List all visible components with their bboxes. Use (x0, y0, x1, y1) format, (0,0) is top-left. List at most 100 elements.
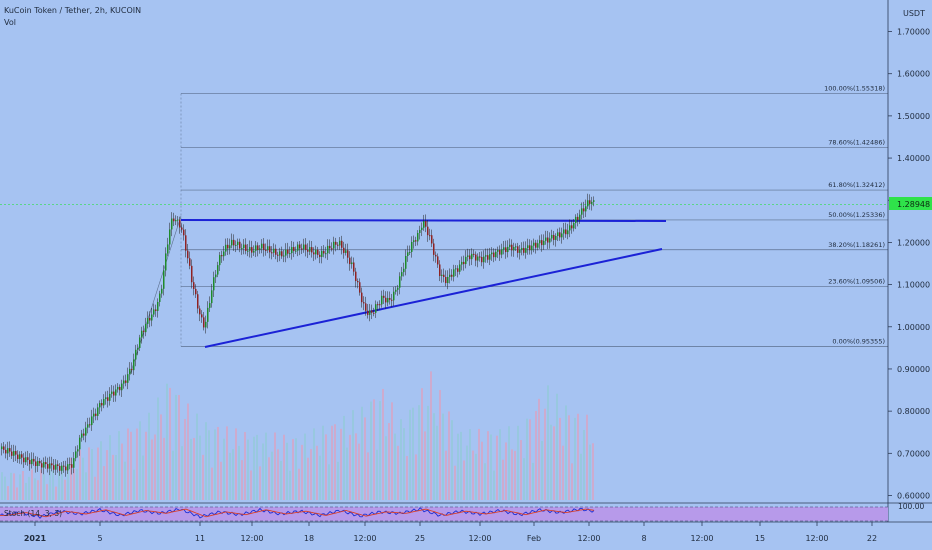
candle-body (575, 216, 577, 223)
time-tick-label: 15 (755, 534, 765, 543)
volume-bar (253, 436, 255, 500)
volume-bar (454, 465, 456, 500)
candle-body (423, 221, 425, 228)
candle-body (333, 241, 335, 249)
candle-body (109, 393, 111, 401)
candle-body (489, 254, 491, 260)
volume-bar (367, 452, 369, 500)
volume-bar (325, 434, 327, 500)
volume-bar (94, 476, 96, 500)
volume-bar (49, 469, 51, 500)
candle-body (511, 244, 513, 251)
candle-body (541, 240, 543, 246)
volume-bar (313, 428, 315, 500)
candle-body (289, 253, 291, 255)
volume-bar (19, 474, 21, 500)
candle-body (9, 448, 11, 452)
support-trendline[interactable] (204, 248, 663, 348)
volume-bar (187, 403, 189, 500)
volume-bar (361, 406, 363, 500)
volume-bar (16, 487, 18, 500)
fibonacci-layer: 100.00%(1.55318) 78.60%(1.42486) 61.80%(1.… (0, 84, 888, 347)
volume-bar (277, 449, 279, 500)
volume-bar (217, 426, 219, 500)
price-tick-label: 1.60000 (897, 70, 930, 79)
volume-bar (289, 470, 291, 500)
candle-body (255, 245, 257, 251)
candle-body (233, 239, 235, 246)
candle-body (45, 462, 47, 465)
fib-level-label: 50.00%(1.25336) (828, 211, 885, 219)
candle-body (179, 219, 181, 228)
volume-bar (109, 435, 111, 500)
candle-body (515, 246, 517, 248)
price-tick-label: 0.70000 (897, 449, 930, 458)
volume-bar (262, 443, 264, 500)
candle-body (347, 250, 349, 258)
candle-body (375, 304, 377, 313)
candle-body (59, 465, 61, 471)
candle-body (293, 247, 295, 252)
candle-body (329, 245, 331, 249)
stoch-d-line (0, 508, 595, 518)
volume-bar (121, 443, 123, 500)
candle-body (151, 314, 153, 321)
volume-bar (481, 441, 483, 500)
volume-bar (265, 432, 267, 500)
volume-bar (286, 442, 288, 500)
candle-body (143, 330, 145, 333)
candle-body (557, 232, 559, 236)
volume-bar (175, 394, 177, 500)
candle-body (105, 397, 107, 400)
volume-bar (226, 426, 228, 500)
candle-body (311, 247, 313, 253)
volume-bar (337, 461, 339, 500)
candle-body (111, 391, 113, 394)
volume-bar (169, 387, 171, 500)
volume-bar (334, 424, 336, 500)
candle-body (483, 256, 485, 263)
candle-body (231, 239, 233, 246)
candle-body (213, 277, 215, 291)
time-axis-ticks[interactable]: 2021 5 11 12:00 18 12:00 25 12:00 Feb 12:00 8 12:00… (24, 522, 877, 543)
candle-body (353, 262, 355, 272)
volume-bar (346, 447, 348, 500)
volume-bar (91, 449, 93, 500)
volume-bar (415, 454, 417, 500)
candle-body (33, 458, 35, 462)
candle-body (411, 242, 413, 252)
volume-bar (382, 388, 384, 500)
volume-bar (421, 388, 423, 500)
candle-body (387, 297, 389, 303)
volume-bar (352, 410, 354, 500)
candle-body (535, 242, 537, 248)
fib-level-label: 38.20%(1.18261) (828, 241, 885, 249)
volume-bar (466, 445, 468, 500)
candle-body (297, 244, 299, 251)
price-tick-label: 1.20000 (897, 238, 930, 247)
volume-bar (403, 428, 405, 500)
candle-body (569, 225, 571, 231)
candle-body (193, 282, 195, 289)
candle-body (365, 303, 367, 311)
volume-bar (295, 438, 297, 500)
volume-bar (82, 457, 84, 500)
candle-body (549, 238, 551, 243)
candle-body (469, 255, 471, 260)
fib-level-label: 23.60%(1.09506) (828, 278, 885, 286)
candle-body (189, 258, 191, 266)
candle-body (391, 299, 393, 301)
time-tick-label: 12:00 (240, 534, 263, 543)
volume-bar (160, 414, 162, 500)
volume-bar (25, 482, 27, 500)
volume-bar (280, 460, 282, 500)
candle-body (155, 309, 157, 311)
candle-body (335, 241, 337, 245)
volume-bar (115, 454, 117, 500)
volume-bar (511, 449, 513, 500)
candle-body (263, 243, 265, 250)
candle-body (401, 272, 403, 277)
volume-bar (148, 412, 150, 500)
volume-bar (244, 432, 246, 500)
